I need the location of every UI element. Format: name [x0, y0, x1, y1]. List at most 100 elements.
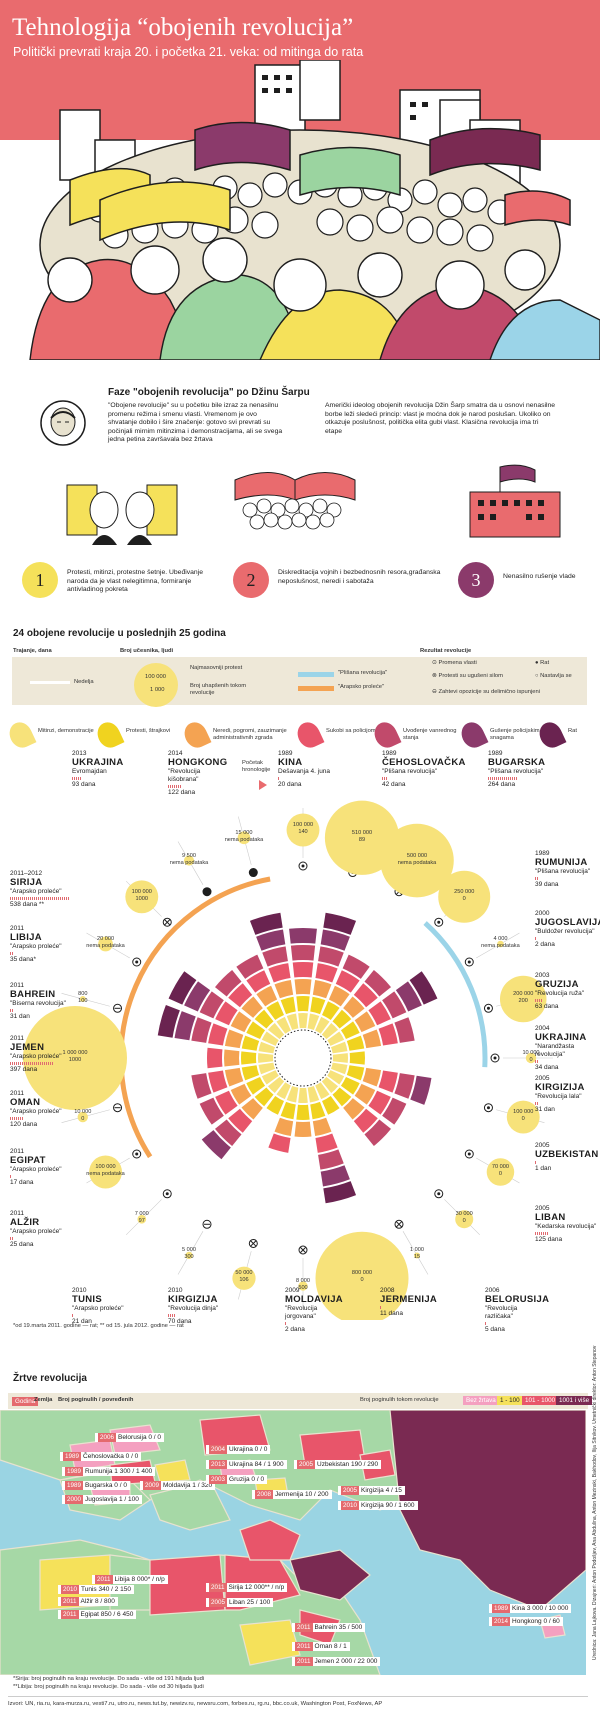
duration-bar [10, 1009, 14, 1012]
country-desc: Dešavanja 4. juna [278, 768, 331, 775]
stage-segment [241, 1065, 260, 1081]
bubble-label: 15 000 nema podataka [219, 830, 269, 844]
stage-segment [214, 969, 242, 997]
country-days: 21 dan [72, 1318, 92, 1325]
country-label: 1989 KINA Dešavanja 4. juna 20 dana [278, 750, 340, 788]
stage-segment [230, 1083, 252, 1105]
phases-text-left: "Obojene revolucije" su u početku bile i… [108, 402, 283, 443]
legend-week: Nedelja [74, 679, 94, 685]
country-name: GRUZIJA [535, 979, 579, 990]
bubble-arrested-value: nema podataka [224, 836, 264, 843]
footer-rule [8, 1696, 588, 1697]
stage-segment [332, 1053, 348, 1063]
phases-text-right: Američki ideolog obojenih revolucija Dži… [325, 402, 556, 435]
country-days: 538 dana ** [10, 901, 44, 908]
country-label: 2011 LIBIJA "Arapsko proleće" 35 dana* [10, 925, 72, 963]
duration-bar [72, 777, 83, 780]
stage-segment [241, 996, 263, 1018]
country-desc: "Kedarska revolucija" [535, 1223, 597, 1230]
bubble-label: 30 000 0 [439, 1211, 489, 1225]
stage-segment [274, 1117, 294, 1137]
stage-segment [315, 1082, 330, 1100]
stage-segment [382, 991, 407, 1019]
bubble-arrested-value: 97 [138, 1218, 145, 1225]
phase-2-text: Diskreditacija vojnih i bezbednosnih res… [278, 569, 441, 585]
stage-segment [228, 983, 253, 1008]
map-entry-text: Ukrajina 84 / 1 900 [229, 1461, 284, 1468]
country-name: BUGARSKA [488, 757, 546, 768]
map-entry: 2010 Kirgizija 90 / 1 600 [338, 1501, 418, 1510]
country-days: 63 dana [535, 1003, 559, 1010]
result-ongoing-label: Nastavlja se [540, 673, 572, 679]
result-marker [162, 1189, 172, 1199]
sources: Izvori: UN, ria.ru, kara-murza.ru, vesti… [8, 1701, 383, 1707]
country-label: 2011 BAHREIN "Biserna revolucija" 31 dan [10, 982, 72, 1020]
phase-2-badge: 2 [233, 562, 269, 598]
country-label: 2011 OMAN "Arapsko proleće" 120 dana [10, 1090, 72, 1128]
map-entry: 2011 Jemen 2 000 / 22 000 [292, 1657, 381, 1666]
stage-segment [262, 946, 288, 967]
country-desc: "Arapsko proleće" [10, 1108, 62, 1115]
map-entry-year: 2006 [98, 1433, 117, 1442]
country-label: 2005 KIRGIZIJA "Revolucija lala" 31 dan [535, 1075, 597, 1113]
victims-map [0, 1410, 586, 1675]
radial-chart [23, 780, 553, 1320]
stage-segment [258, 1062, 276, 1075]
bubble-protest-value: 100 000 [95, 1164, 116, 1170]
map-entry-text: Ukrajina 0 / 0 [229, 1446, 268, 1453]
country-year: 2011–2012 [10, 870, 43, 877]
country-days: 93 dana [72, 781, 96, 788]
duration-bar [488, 777, 518, 780]
stage-segment [254, 1009, 274, 1029]
bubble-protest-value: 1 000 000 [62, 1050, 88, 1056]
stage-segment [342, 954, 370, 979]
type-legend-swatch [93, 718, 125, 752]
stage-segment [224, 1067, 244, 1087]
stage-segment [307, 1013, 320, 1031]
stage-segment [261, 1031, 279, 1046]
map-entry-text: Kina 3 000 / 10 000 [512, 1605, 569, 1612]
credits: Urednica: Jana Lajkova. Dizajneri: Anton… [592, 1345, 598, 1660]
revolutions-footnote: *od 19.marta 2011. godine — rat; ** od 1… [13, 1323, 184, 1329]
map-entry-year: 1989 [63, 1452, 82, 1461]
stage-segment [382, 1097, 407, 1125]
country-label: 1989 ČEHOSLOVAČKA "Plišana revolucija" 42 d… [382, 750, 465, 788]
legend-arapsko-swatch [298, 686, 334, 691]
country-name: UKRAJINA [535, 1032, 587, 1043]
duration-bar [535, 999, 542, 1002]
country-year: 2011 [10, 1035, 24, 1042]
country-label: 2011 ALŽIR "Arapsko proleće" 25 dana [10, 1210, 72, 1248]
map-entry-year: 1989 [65, 1481, 84, 1490]
country-desc: "Buldožer revolucija" [535, 928, 595, 935]
country-name: JUGOSLAVIJA [535, 917, 600, 928]
stage-segment [191, 1017, 212, 1043]
country-year: 2013 [72, 750, 87, 757]
country-label: 1989 RUMUNIJA "Plišana revolucija" 39 dana [535, 850, 597, 888]
country-desc: "Revolucija različaka" [485, 1305, 518, 1320]
map-entry: 2013 Ukrajina 84 / 1 900 [206, 1460, 287, 1469]
protest-bubble [79, 995, 86, 1002]
legend-result-suppressed: ⊗ Protesti su ugušeni silom [432, 673, 532, 680]
protest-bubble [237, 831, 251, 845]
bubble-label: 4 000 nema podataka [475, 936, 525, 950]
bubble-arrested-value: nema podataka [397, 859, 437, 866]
bubble-arrested-value: 15 [413, 1254, 421, 1261]
victims-scale-none: Bez žrtava [463, 1396, 499, 1405]
stage-segment [318, 1149, 344, 1170]
protest-bubble [298, 1281, 308, 1291]
stage-segment [298, 1087, 308, 1103]
country-desc: "Arapsko proleće" [10, 1166, 62, 1173]
map-entry: 1989 Kina 3 000 / 10 000 [489, 1604, 572, 1613]
country-days: 264 dana [488, 781, 516, 788]
legend-duration-label: Trajanje, dana [13, 648, 52, 654]
bubble-arrested-value: 300 [184, 1254, 194, 1261]
stage-segment [321, 1076, 339, 1094]
result-marker [113, 1003, 123, 1013]
map-entry-text: Moldavija 1 / 320 [163, 1482, 213, 1489]
country-year: 2005 [535, 1142, 550, 1149]
stage-segment [267, 1076, 285, 1094]
map-entry-year: 2011 [295, 1657, 313, 1666]
country-label: 1989 BUGARSKA "Plišana revolucija" 264 dana [488, 750, 550, 788]
map-entry: 2004 Ukrajina 0 / 0 [206, 1445, 271, 1454]
bubble-protest-value: 1 000 [410, 1247, 424, 1254]
